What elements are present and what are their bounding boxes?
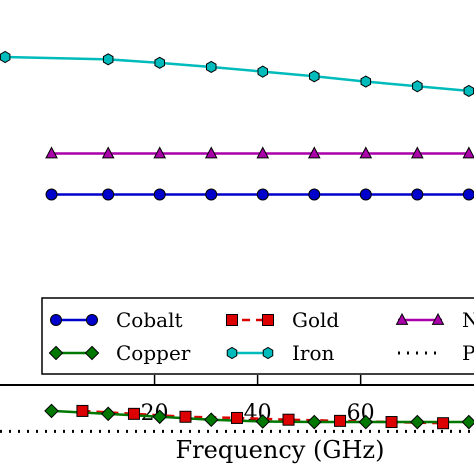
data-point [385,416,398,429]
data-point [86,314,98,326]
data-point [179,410,192,423]
data-point [256,188,269,201]
data-point [100,406,116,422]
series-line-iron [5,55,469,93]
data-point [334,414,347,427]
data-point [410,146,424,159]
data-point [360,75,372,88]
data-point [154,56,165,69]
data-point [204,146,218,159]
data-point [102,188,115,201]
data-point [44,403,59,419]
data-point [45,146,58,159]
data-point [358,414,374,430]
data-point [256,146,270,159]
data-point [411,188,424,201]
data-point [463,84,474,98]
legend-label: Gold [292,308,339,332]
data-point [282,413,295,426]
data-point [359,188,372,201]
data-point [45,188,58,201]
data-point [153,146,167,159]
data-point [152,409,168,425]
data-point [410,414,425,430]
data-point [461,414,474,430]
data-point [50,314,62,326]
data-point [226,314,238,326]
legend: Cobalt Gold N Copper Iron Pl [41,297,474,375]
data-point [257,65,269,78]
data-point [307,146,321,159]
data-point [412,80,423,93]
data-point [262,314,274,326]
data-point [437,417,450,430]
data-point [231,411,243,424]
data-point [431,312,445,325]
legend-box [41,297,474,375]
data-point [226,346,238,360]
data-point [205,60,217,74]
data-point [462,188,474,201]
legend-label: N [462,308,474,332]
legend-label: Copper [116,341,191,365]
data-point [255,414,271,429]
legend-label: Pl [462,341,474,365]
data-point [306,414,322,430]
data-point [205,188,218,201]
data-point [262,346,274,360]
data-point [308,188,321,201]
data-point [127,407,140,420]
data-point [309,70,320,83]
legend-label: Cobalt [116,308,183,332]
data-point [462,146,474,159]
data-point [76,404,89,417]
series-lines [0,55,474,433]
data-point [203,412,219,428]
data-point [359,146,373,159]
data-point [0,50,11,64]
data-point [48,345,64,361]
data-point [101,146,115,159]
series-markers [0,50,474,430]
legend-label: Iron [292,341,335,365]
data-point [153,188,166,201]
data-point [395,312,409,325]
x-axis-label: Frequency (GHz) [176,436,385,464]
data-point [102,53,114,66]
data-point [84,345,100,361]
